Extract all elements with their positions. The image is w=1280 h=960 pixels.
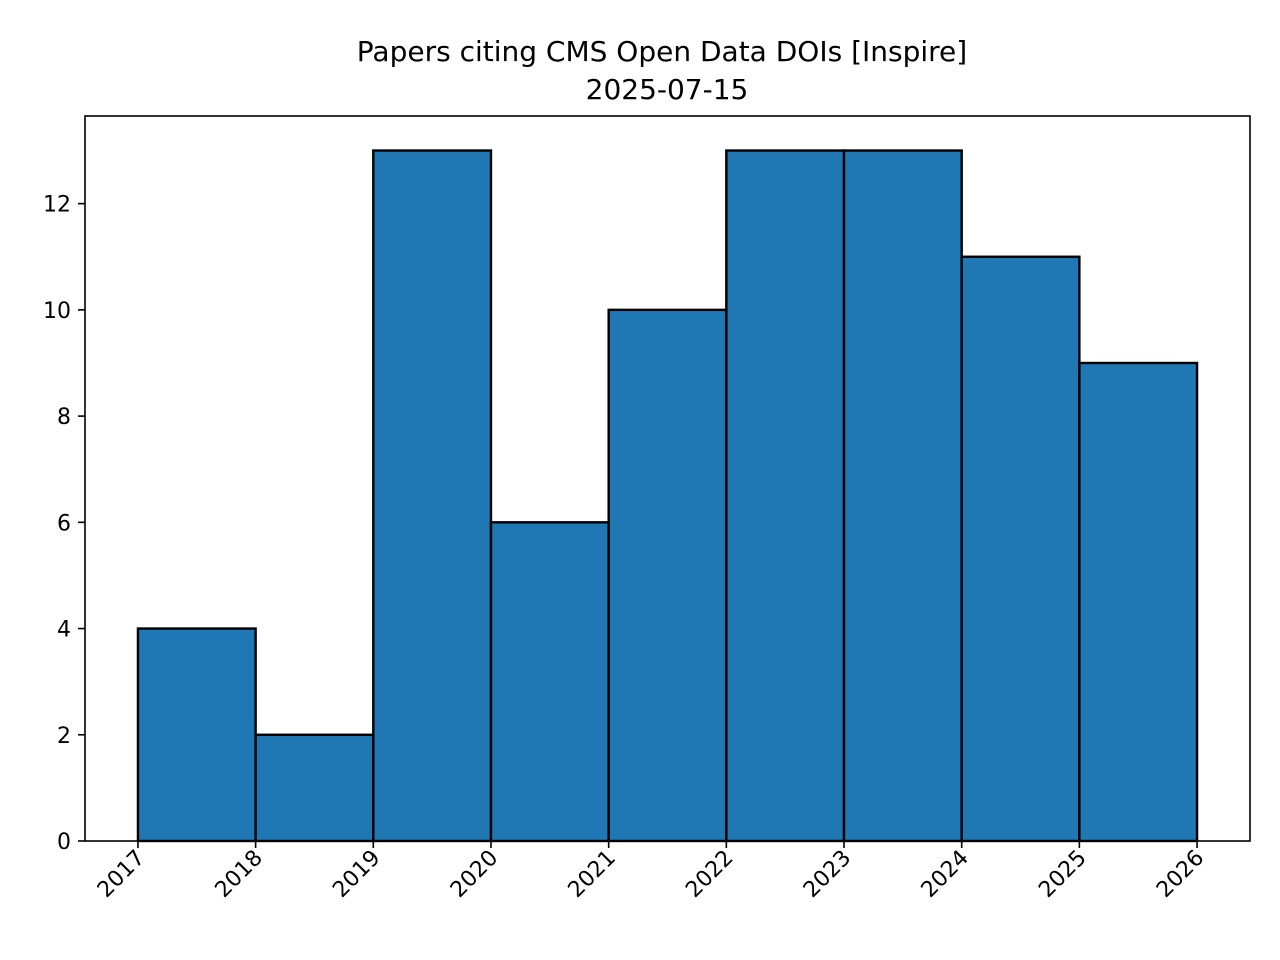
bar-2019	[372, 149, 493, 843]
chart-subtitle: 2025-07-15	[586, 73, 749, 106]
y-tick-label: 6	[57, 511, 71, 536]
x-axis: 2017 2018 2019 2020 2021 2022 2023 2024 2025 2026	[93, 841, 1209, 903]
bar-2023	[842, 149, 963, 843]
x-tick-label: 2020	[446, 846, 503, 903]
bar-2018	[254, 733, 375, 843]
x-tick-label: 2017	[93, 846, 150, 903]
x-tick-label: 2025	[1034, 846, 1091, 903]
y-tick-label: 8	[57, 405, 71, 430]
x-tick-label: 2026	[1152, 846, 1209, 903]
y-tick-label: 12	[43, 193, 71, 218]
x-tick-label: 2018	[211, 846, 268, 903]
x-tick-label: 2019	[328, 846, 385, 903]
y-tick-label: 10	[43, 299, 71, 324]
plot-frame	[84, 115, 1251, 842]
y-tick-label: 4	[57, 618, 71, 643]
x-tick-label: 2021	[564, 846, 621, 903]
y-tick-label: 2	[57, 724, 71, 749]
y-axis: 0 2 4 6 8 10 12	[43, 193, 85, 855]
bars-group	[136, 149, 1199, 843]
x-tick-label: 2022	[681, 846, 738, 903]
x-tick-label: 2024	[917, 846, 974, 903]
bar-2021	[607, 308, 728, 843]
bar-2017	[136, 627, 257, 843]
y-tick-label: 0	[57, 830, 71, 855]
bar-2020	[489, 521, 610, 843]
bar-2022	[725, 149, 846, 843]
bar-2025	[1078, 361, 1199, 843]
x-tick-label: 2023	[799, 846, 856, 903]
chart-title: Papers citing CMS Open Data DOIs [Inspir…	[357, 35, 967, 68]
bar-2024	[960, 255, 1081, 843]
